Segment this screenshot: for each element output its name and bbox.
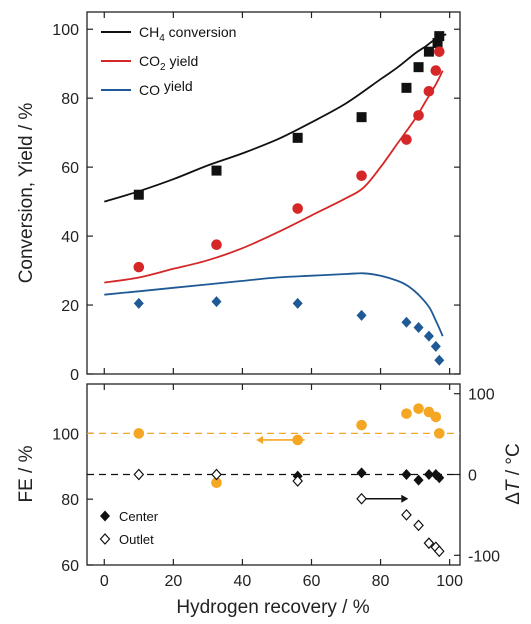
- x-tick-label: 60: [303, 573, 321, 590]
- ch4-point: [434, 31, 445, 42]
- legend-center-marker: [100, 510, 110, 522]
- bottom-y2-tick-label: -100: [468, 548, 500, 565]
- x-tick-label: 20: [164, 573, 182, 590]
- top-y-tick-label: 20: [61, 298, 79, 315]
- co-point: [356, 309, 367, 321]
- ch4-point: [292, 132, 303, 143]
- bottom-y-tick-label: 60: [61, 558, 79, 575]
- fe-point: [401, 408, 412, 419]
- legend-co2-label-b: yield: [166, 53, 199, 69]
- fe-point: [292, 434, 303, 446]
- fe-point: [413, 403, 424, 414]
- legend-co2-label-sub: 2: [160, 62, 166, 73]
- legend-ch4-label-a: CH: [139, 24, 159, 40]
- co2-point: [211, 239, 222, 251]
- legend-co-label-a: CO: [139, 82, 160, 98]
- ch4-point: [401, 82, 412, 93]
- ch4-point: [432, 38, 443, 49]
- co2-point: [292, 203, 303, 214]
- bottom-y2-tick-label: 100: [468, 387, 495, 404]
- top-y-tick-label: 40: [61, 229, 79, 246]
- ch4-point: [211, 165, 222, 176]
- outlet-point: [292, 475, 303, 487]
- center-point: [401, 469, 412, 480]
- x-axis-title: Hydrogen recovery / %: [176, 597, 369, 618]
- ch4-point: [356, 112, 367, 123]
- co2-point: [356, 170, 367, 182]
- bottom-y-tick-label: 80: [61, 492, 79, 509]
- top-y-tick-label: 0: [70, 367, 79, 384]
- bottom-y2-axis-title: ΔT / °C: [503, 443, 524, 504]
- arrow-left-head: [256, 435, 264, 444]
- arrow-right-head: [401, 494, 409, 503]
- center-point: [356, 467, 367, 479]
- legend-ch4-label-b: conversion: [165, 24, 237, 40]
- legend-co2-label-a: CO: [139, 53, 160, 69]
- x-tick-label: 80: [372, 573, 390, 590]
- x-tick-label: 0: [100, 573, 109, 590]
- ch4-point: [423, 46, 434, 57]
- legend-outlet-marker: [99, 533, 111, 545]
- fe-point: [430, 411, 442, 423]
- legend-co-label: CO yield: [139, 78, 193, 98]
- fe-point: [433, 428, 445, 439]
- top-y-axis-title: Conversion, Yield / %: [16, 103, 37, 284]
- co2-point: [133, 261, 145, 273]
- co-point: [211, 296, 222, 308]
- legend-outlet-label: Outlet: [119, 532, 154, 547]
- legend-co-label-b: yield: [160, 78, 193, 94]
- co2-point: [401, 134, 412, 145]
- bottom-y-axis-title: FE / %: [16, 445, 37, 502]
- center-point: [413, 474, 424, 486]
- y2-title-T: T: [503, 479, 524, 492]
- top-y-tick-label: 100: [52, 22, 79, 39]
- legend-ch4-label: CH4 conversion: [139, 24, 236, 44]
- legend-center-label: Center: [119, 509, 159, 524]
- outlet-point: [433, 545, 445, 558]
- fe-point: [356, 419, 367, 431]
- co-point: [430, 340, 441, 352]
- legend-co2-label: CO2 yield: [139, 53, 198, 73]
- co2-point: [413, 110, 424, 121]
- co-point: [401, 316, 412, 328]
- co-model-line: [104, 272, 444, 337]
- bottom-panel: 0 20 40 60 80 100 60 80 100 -100 0 100 Center Outlet: [52, 384, 500, 590]
- x-tick-label: 40: [234, 573, 252, 590]
- legend-ch4-label-sub: 4: [159, 33, 165, 44]
- fe-point: [211, 477, 222, 489]
- outlet-point: [356, 492, 367, 505]
- co2-point: [430, 65, 442, 76]
- y2-title-delta: Δ: [503, 492, 524, 505]
- outlet-point: [401, 509, 412, 521]
- top-panel-frame: [86, 11, 461, 375]
- ch4-point: [133, 189, 144, 200]
- top-y-tick-label: 60: [61, 160, 79, 177]
- outlet-point: [211, 468, 222, 481]
- center-point: [423, 469, 434, 480]
- co-point: [292, 297, 303, 309]
- outlet-point: [133, 468, 145, 481]
- outlet-point: [413, 519, 424, 532]
- ch4-point: [413, 62, 424, 73]
- top-y-tick-label: 80: [61, 91, 79, 108]
- fe-point: [133, 428, 145, 439]
- x-tick-label: 100: [436, 573, 463, 590]
- co2-model-line: [104, 70, 444, 284]
- y2-title-unit: / °C: [503, 443, 524, 480]
- ch4-model-line: [104, 33, 447, 203]
- bottom-y2-tick-label: 0: [468, 468, 477, 485]
- center-point: [434, 472, 445, 484]
- bottom-y-tick-label: 100: [52, 426, 79, 443]
- co-point: [434, 354, 445, 366]
- co2-point: [423, 85, 435, 97]
- co-point: [133, 297, 144, 309]
- co2-point: [433, 46, 445, 57]
- co-point: [413, 321, 424, 333]
- co-point: [423, 330, 434, 342]
- outlet-point: [423, 537, 435, 550]
